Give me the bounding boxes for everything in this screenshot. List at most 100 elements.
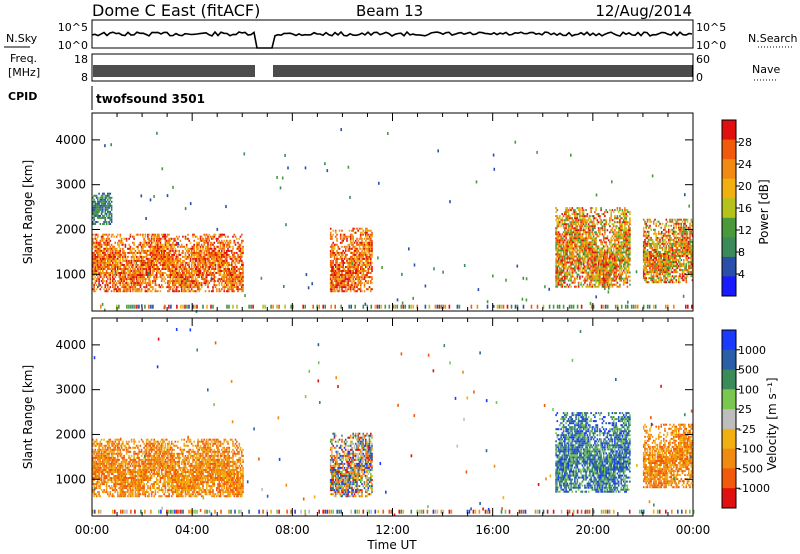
echo-cell <box>222 278 224 281</box>
echo-cell <box>596 265 599 268</box>
echo-cell <box>140 284 143 287</box>
echo-cell <box>565 263 567 266</box>
echo-cell <box>193 255 195 258</box>
echo-cell <box>602 285 605 288</box>
echo-cell <box>585 247 587 250</box>
echo-cell <box>585 239 587 242</box>
echo-cell <box>571 269 574 272</box>
echo-cell <box>122 280 124 283</box>
echo-cell <box>229 278 232 281</box>
echo-cell <box>108 214 110 217</box>
echo-cell <box>592 249 595 252</box>
echo-cell <box>565 207 567 210</box>
echo-cell <box>159 274 162 276</box>
echo-cell <box>193 243 195 246</box>
echo-cell <box>182 270 184 272</box>
echo-cell <box>118 259 120 262</box>
echo-cell <box>347 249 349 252</box>
echo-cell <box>108 192 110 195</box>
echo-cell <box>577 285 580 288</box>
echo-cell <box>120 261 123 264</box>
echo-cell <box>591 221 594 224</box>
echo-cell <box>93 204 95 207</box>
echo-cell <box>123 286 125 289</box>
echo-cell <box>589 253 591 256</box>
echo-cell <box>219 251 222 254</box>
echo-cell <box>154 280 157 283</box>
echo-cell <box>219 272 222 274</box>
echo-cell <box>221 239 223 242</box>
echo-cell <box>577 273 580 276</box>
echo-cell <box>581 267 584 270</box>
echo-cell <box>108 259 110 262</box>
echo-cell <box>567 261 570 264</box>
echo-cell <box>594 283 596 286</box>
echo-cell <box>205 282 208 285</box>
echo-cell <box>127 247 129 250</box>
echo-cell <box>125 264 128 266</box>
echo-cell <box>556 255 559 258</box>
echo-cell <box>190 280 193 283</box>
echo-cell <box>148 241 150 244</box>
echo-cell <box>194 266 197 268</box>
echo-cell <box>128 272 130 274</box>
echo-cell <box>190 251 193 254</box>
echo-cell <box>581 211 584 214</box>
echo-cell <box>332 286 334 289</box>
echo-cell <box>125 261 128 264</box>
echo-cell <box>589 237 591 240</box>
echo-cell <box>175 243 178 246</box>
echo-cell <box>213 241 216 244</box>
echo-cell <box>586 275 589 278</box>
echo-cell <box>560 259 562 262</box>
echo-cell <box>574 243 576 246</box>
echo-cell <box>128 247 130 250</box>
echo-cell <box>363 243 366 246</box>
echo-cell <box>570 235 572 238</box>
echo-cell <box>579 277 581 280</box>
echo-cell <box>586 231 589 234</box>
echo-cell <box>208 290 210 293</box>
echo-cell <box>595 265 597 268</box>
echo-cell <box>231 274 233 276</box>
echo-cell <box>371 270 373 272</box>
echo-cell <box>182 284 184 287</box>
echo-cell <box>229 270 232 272</box>
echo-cell <box>602 259 605 262</box>
echo-cell <box>207 251 209 254</box>
echo-cell <box>162 286 164 289</box>
echo-cell <box>169 249 172 252</box>
echo-cell <box>581 237 584 240</box>
echo-cell <box>98 261 100 264</box>
echo-cell <box>363 286 366 289</box>
echo-cell <box>556 285 559 288</box>
echo-cell <box>124 251 127 254</box>
echo-cell <box>339 255 342 258</box>
echo-cell <box>214 237 217 240</box>
echo-cell <box>182 261 184 264</box>
echo-cell <box>129 259 132 262</box>
echo-cell <box>616 263 619 266</box>
echo-cell <box>329 235 332 238</box>
echo-cell <box>580 215 582 218</box>
echo-cell <box>566 267 569 270</box>
echo-cell <box>180 264 183 266</box>
echo-cell <box>128 278 130 281</box>
echo-cell <box>153 255 155 258</box>
echo-cell <box>619 257 621 260</box>
echo-cell <box>132 264 134 266</box>
echo-cell <box>592 279 595 282</box>
echo-cell <box>339 284 342 287</box>
echo-cell <box>622 237 625 240</box>
echo-cell <box>105 253 108 256</box>
echo-cell <box>576 253 579 256</box>
echo-cell <box>194 253 197 256</box>
echo-cell <box>579 261 581 264</box>
echo-cell <box>192 251 194 254</box>
echo-cell <box>237 290 239 293</box>
echo-cell <box>223 264 226 266</box>
echo-cell <box>566 245 569 248</box>
echo-cell <box>334 282 337 285</box>
echo-cell <box>219 274 222 276</box>
echo-cell <box>619 253 621 256</box>
